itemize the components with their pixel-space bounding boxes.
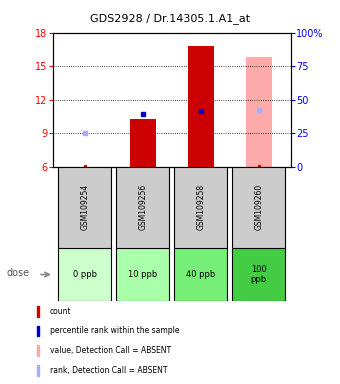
Text: GSM109254: GSM109254 xyxy=(80,184,89,230)
Text: GSM109258: GSM109258 xyxy=(196,184,205,230)
Text: percentile rank within the sample: percentile rank within the sample xyxy=(50,326,179,336)
Text: 0 ppb: 0 ppb xyxy=(73,270,97,279)
Text: 100
ppb: 100 ppb xyxy=(251,265,267,284)
Bar xyxy=(188,46,214,167)
Bar xyxy=(37,345,39,356)
Text: count: count xyxy=(50,307,71,316)
Bar xyxy=(130,119,156,167)
Bar xyxy=(174,248,227,301)
Text: GDS2928 / Dr.14305.1.A1_at: GDS2928 / Dr.14305.1.A1_at xyxy=(90,13,250,24)
Bar xyxy=(37,306,39,317)
Bar xyxy=(37,365,39,376)
Text: value, Detection Call = ABSENT: value, Detection Call = ABSENT xyxy=(50,346,171,355)
Text: GSM109260: GSM109260 xyxy=(254,184,263,230)
Bar xyxy=(232,167,286,248)
Bar xyxy=(37,326,39,336)
Text: 10 ppb: 10 ppb xyxy=(128,270,157,279)
Bar xyxy=(58,167,111,248)
Bar xyxy=(116,167,169,248)
Text: dose: dose xyxy=(7,268,30,278)
Text: GSM109256: GSM109256 xyxy=(138,184,147,230)
Bar xyxy=(232,248,286,301)
Text: 40 ppb: 40 ppb xyxy=(186,270,215,279)
Bar xyxy=(58,248,111,301)
Text: rank, Detection Call = ABSENT: rank, Detection Call = ABSENT xyxy=(50,366,167,375)
Bar xyxy=(174,167,227,248)
Bar xyxy=(116,248,169,301)
Bar xyxy=(246,57,272,167)
